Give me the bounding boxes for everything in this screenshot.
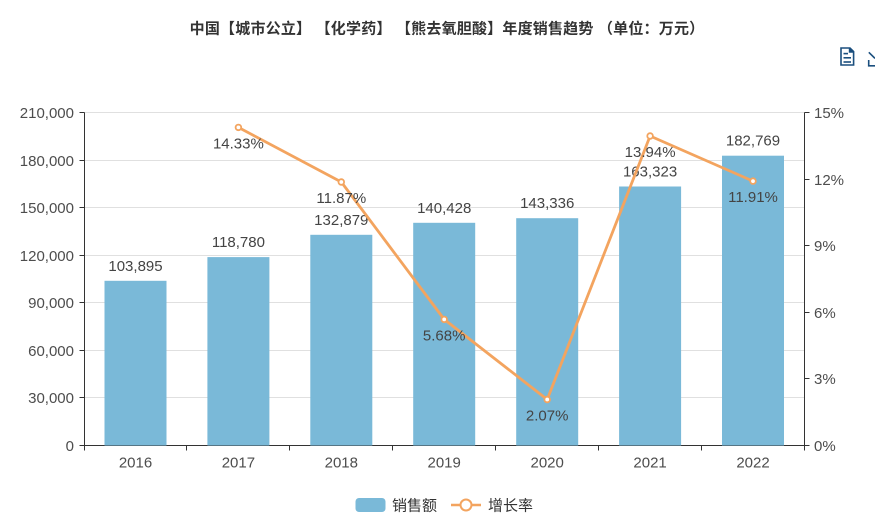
svg-text:15%: 15% — [814, 105, 844, 122]
svg-text:103,895: 103,895 — [108, 258, 162, 275]
svg-text:6%: 6% — [814, 305, 836, 322]
svg-text:210,000: 210,000 — [20, 105, 74, 122]
svg-text:30,000: 30,000 — [28, 390, 74, 407]
svg-text:180,000: 180,000 — [20, 153, 74, 170]
svg-text:143,336: 143,336 — [520, 195, 574, 212]
svg-text:132,879: 132,879 — [314, 212, 368, 229]
svg-text:140,428: 140,428 — [417, 200, 471, 217]
svg-text:2018: 2018 — [325, 455, 358, 472]
svg-text:2020: 2020 — [531, 455, 564, 472]
svg-text:0: 0 — [66, 438, 74, 455]
svg-text:增长率: 增长率 — [488, 498, 533, 515]
svg-text:5.68%: 5.68% — [423, 327, 466, 344]
svg-text:2021: 2021 — [633, 455, 666, 472]
svg-text:11.87%: 11.87% — [316, 190, 366, 207]
svg-text:2016: 2016 — [119, 455, 152, 472]
svg-text:120,000: 120,000 — [20, 248, 74, 265]
svg-text:12%: 12% — [814, 172, 844, 189]
svg-text:182,769: 182,769 — [726, 133, 780, 150]
svg-text:2019: 2019 — [428, 455, 461, 472]
svg-text:11.91%: 11.91% — [728, 189, 778, 206]
svg-text:2022: 2022 — [736, 455, 769, 472]
svg-text:60,000: 60,000 — [28, 343, 74, 360]
svg-text:9%: 9% — [814, 238, 836, 255]
svg-text:3%: 3% — [814, 371, 836, 388]
svg-text:14.33%: 14.33% — [213, 135, 264, 152]
svg-text:0%: 0% — [814, 438, 836, 455]
svg-text:118,780: 118,780 — [212, 234, 265, 251]
svg-text:中国【城市公立】 【化学药】 【熊去氧胆酸】年度销售趋势 （: 中国【城市公立】 【化学药】 【熊去氧胆酸】年度销售趋势 （单位：万元） — [190, 20, 705, 38]
svg-text:销售额: 销售额 — [392, 498, 437, 515]
svg-text:2017: 2017 — [222, 455, 255, 472]
svg-text:163,323: 163,323 — [623, 164, 677, 181]
svg-text:90,000: 90,000 — [28, 295, 74, 312]
svg-text:13.94%: 13.94% — [625, 144, 676, 161]
svg-text:2.07%: 2.07% — [526, 408, 569, 425]
svg-text:150,000: 150,000 — [20, 200, 74, 217]
